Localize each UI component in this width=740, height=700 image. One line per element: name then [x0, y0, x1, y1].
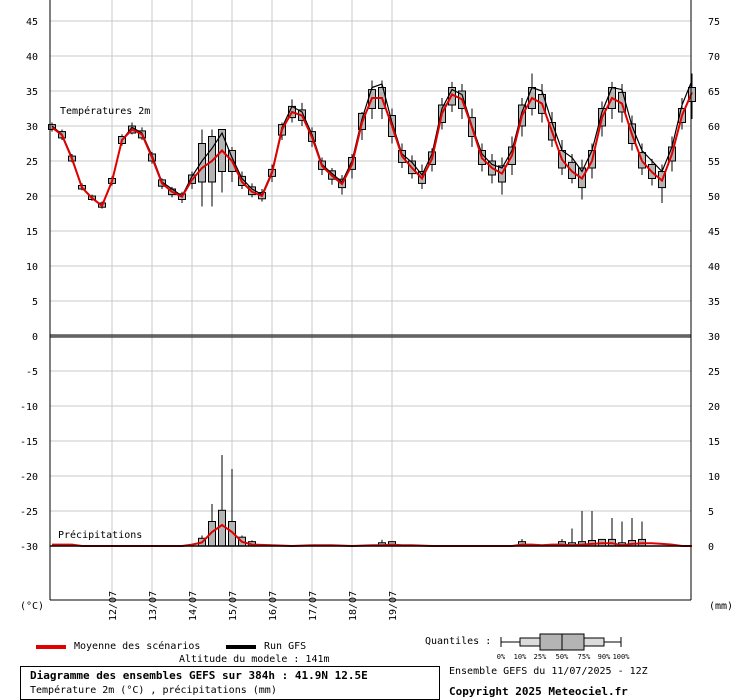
- x-date-label: 19/07: [388, 591, 399, 621]
- left-tick-label: 5: [32, 297, 38, 308]
- quantile-mark-label: 0%: [497, 653, 506, 661]
- left-tick-label: -25: [20, 507, 38, 518]
- right-tick-label: 40: [708, 262, 720, 273]
- axis-tick-labels: 12/07 13/07 14/07 15/07 16/07 17/07 18/07 19/07…: [20, 17, 720, 621]
- precipitation-panel-label: Précipitations: [58, 530, 143, 541]
- left-tick-label: -15: [20, 437, 38, 448]
- legend-mean-label: Moyenne des scénarios: [74, 641, 201, 652]
- mean-scenarios-line: [51, 92, 693, 208]
- x-date-label: 16/07: [268, 591, 279, 621]
- left-tick-label: 20: [26, 192, 38, 203]
- right-tick-label: 10: [708, 472, 720, 483]
- x-date-label: 14/07: [188, 591, 199, 621]
- right-tick-label: 50: [708, 192, 720, 203]
- temperature-series: [48, 73, 696, 209]
- grid-lines: [50, 0, 691, 600]
- precip-mean-line: [52, 523, 692, 548]
- chart-frame: [49, 0, 692, 601]
- quantile-mark-label: 50%: [556, 653, 569, 661]
- quantile-mark-label: 75%: [578, 653, 591, 661]
- right-tick-label: 30: [708, 332, 720, 343]
- right-tick-label: 55: [708, 157, 720, 168]
- right-tick-label: 5: [708, 507, 714, 518]
- x-date-label: 15/07: [228, 591, 239, 621]
- quantiles-label: Quantiles :: [425, 636, 492, 647]
- quantile-mark-label: 90%: [598, 653, 611, 661]
- left-tick-label: -20: [20, 472, 38, 483]
- run-info: Ensemble GEFS du 11/07/2025 - 12Z: [449, 666, 648, 677]
- legend-run-label: Run GFS: [264, 641, 307, 652]
- temp-quantile-box: [198, 143, 206, 183]
- left-tick-label: -30: [20, 542, 38, 553]
- left-tick-label: 25: [26, 157, 38, 168]
- left-tick-label: 35: [26, 87, 38, 98]
- precip-quantile-box: [218, 509, 226, 547]
- temp-quantile-box: [48, 124, 56, 130]
- altitude-label: Altitude du modele : 141m: [179, 654, 330, 665]
- legend-graphics: 0% 10% 25% 50% 75% 90% 100%: [36, 633, 631, 661]
- quantile-mark-label: 10%: [514, 653, 527, 661]
- right-tick-label: 25: [708, 367, 720, 378]
- right-tick-label: 65: [708, 87, 720, 98]
- left-tick-label: 40: [26, 52, 38, 63]
- x-date-label: 12/07: [108, 591, 119, 621]
- temp-quantile-box: [208, 136, 216, 183]
- right-tick-label: 35: [708, 297, 720, 308]
- right-tick-label: 60: [708, 122, 720, 133]
- chart-title: Diagramme des ensembles GEFS sur 384h : …: [30, 669, 368, 682]
- x-date-label: 18/07: [348, 591, 359, 621]
- left-tick-label: 10: [26, 262, 38, 273]
- left-tick-label: 45: [26, 17, 38, 28]
- left-tick-label: 15: [26, 227, 38, 238]
- temperature-panel-label: Températures 2m: [60, 106, 151, 117]
- right-tick-label: 20: [708, 402, 720, 413]
- right-tick-label: 75: [708, 17, 720, 28]
- precipitation-series: [50, 455, 692, 548]
- left-tick-label: 30: [26, 122, 38, 133]
- title-box: [20, 666, 440, 700]
- x-date-label: 17/07: [308, 591, 319, 621]
- quantile-mark-label: 100%: [613, 653, 631, 661]
- copyright: Copyright 2025 Meteociel.fr: [449, 685, 628, 698]
- quantile-mark-label: 25%: [534, 653, 547, 661]
- right-tick-label: 45: [708, 227, 720, 238]
- left-tick-label: 0: [32, 332, 38, 343]
- left-tick-label: -5: [26, 367, 38, 378]
- chart-subtitle: Température 2m (°C) , précipitations (mm…: [30, 685, 277, 696]
- left-tick-label: -10: [20, 402, 38, 413]
- right-tick-label: 15: [708, 437, 720, 448]
- x-date-label: 13/07: [148, 591, 159, 621]
- right-tick-label: 70: [708, 52, 720, 63]
- right-tick-label: 0: [708, 542, 714, 553]
- left-unit-label: (°C): [20, 601, 45, 612]
- right-unit-label: (mm): [709, 601, 734, 612]
